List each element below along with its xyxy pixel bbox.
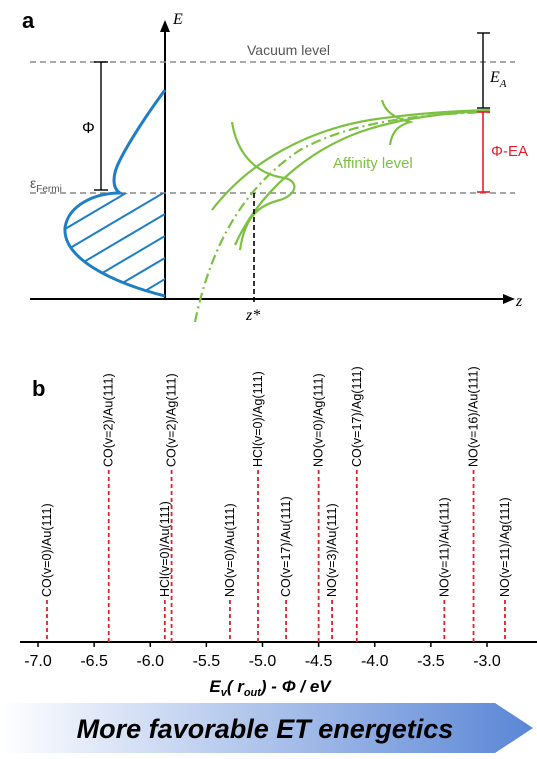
filled-states-hatch <box>64 193 165 296</box>
affinity-broadening-right <box>380 99 415 146</box>
dos-curve <box>63 89 167 298</box>
banner-text: More favorable ET energetics <box>77 714 454 744</box>
vacuum-level-label: Vacuum level <box>247 42 330 58</box>
ea-label: EA <box>489 69 507 90</box>
fermi-symbol: ε <box>30 175 36 191</box>
e-axis-arrow <box>160 20 170 32</box>
x-tick-label-2: -6.0 <box>136 653 164 670</box>
system-label-4: NO(v=0)/Au(111) <box>223 503 237 597</box>
chart-ticks: -7.0 -6.5 -6.0 -5.5 -5.0 -4.5 -4.0 -3.5 -3.0 <box>24 642 501 670</box>
x-tick-label-5: -4.5 <box>305 653 333 670</box>
affinity-level-label: Affinity level <box>333 155 413 172</box>
system-label-0: CO(v=0)/Au(111) <box>40 503 54 597</box>
z-axis-label: z <box>515 293 523 310</box>
system-label-2: HCl(v=0)/Au(111) <box>158 501 172 597</box>
fermi-subscript: Fermi <box>36 184 62 195</box>
chart-x-axis-label: Ev( rout) - Φ / eV <box>209 677 332 699</box>
xlabel-r: ( r <box>227 677 245 696</box>
affinity-level-lower <box>211 108 491 211</box>
energy-scale-chart: CO(v=0)/Au(111) CO(v=2)/Au(111) HCl(v=0)/A… <box>20 366 537 670</box>
zstar-label: z* <box>245 307 260 324</box>
chart-marks: CO(v=0)/Au(111) CO(v=2)/Au(111) HCl(v=0)/A… <box>40 366 512 642</box>
phi-label: Φ <box>82 120 95 137</box>
fermi-label: εFermi <box>30 175 62 195</box>
system-label-7: NO(v=0)/Ag(111) <box>312 373 326 467</box>
affinity-level-upper <box>233 109 491 246</box>
system-label-6: CO(v=17)/Au(111) <box>279 496 293 597</box>
system-label-9: CO(v=17)/Ag(111) <box>350 366 364 467</box>
favorable-energetics-arrow: More favorable ET energetics <box>0 703 533 753</box>
xlabel-e: E <box>209 677 221 696</box>
xlabel-v-sub: v <box>221 687 228 699</box>
x-tick-label-6: -4.0 <box>361 653 389 670</box>
system-label-10: NO(v=11)/Au(111) <box>437 497 451 597</box>
panel-b-label: b <box>32 376 45 401</box>
phi-ea-label: Φ-EA <box>491 143 528 160</box>
system-label-1: CO(v=2)/Au(111) <box>102 373 116 467</box>
energy-diagram: E z Vacuum level εFermi Φ <box>30 11 528 324</box>
system-label-12: NO(v=11)/Ag(111) <box>498 497 512 597</box>
x-tick-label-7: -3.5 <box>417 653 445 670</box>
system-label-11: NO(v=16)/Au(111) <box>467 366 481 467</box>
x-tick-label-1: -6.5 <box>80 653 108 670</box>
system-label-3: CO(v=2)/Ag(111) <box>165 373 179 467</box>
ea-symbol: E <box>489 69 500 86</box>
system-label-5: HCl(v=0)/Ag(111) <box>251 371 265 467</box>
ea-subscript: A <box>499 78 507 90</box>
xlabel-out-sub: out <box>244 687 262 699</box>
x-tick-label-0: -7.0 <box>24 653 52 670</box>
affinity-level-center <box>193 110 491 323</box>
system-label-8: NO(v=3)/Au(111) <box>325 503 339 597</box>
x-tick-label-8: -3.0 <box>473 653 501 670</box>
xlabel-rest: ) - Φ / eV <box>259 677 332 696</box>
x-tick-label-4: -5.0 <box>249 653 277 670</box>
panel-a-label: a <box>22 8 35 33</box>
x-tick-label-3: -5.5 <box>193 653 221 670</box>
z-axis-arrow <box>503 294 515 304</box>
e-axis-label: E <box>172 11 183 28</box>
banner-arrow-shape <box>0 703 533 753</box>
